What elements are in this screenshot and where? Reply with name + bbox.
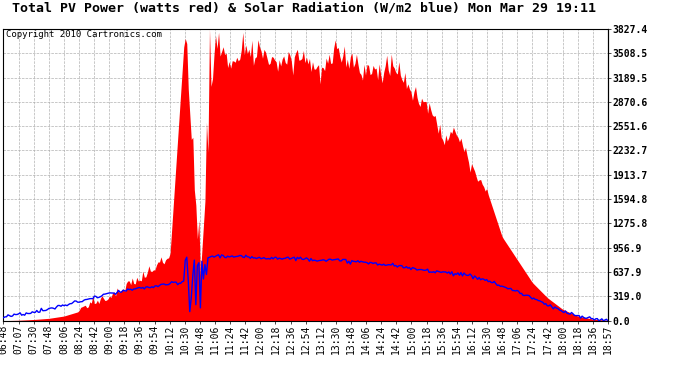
Text: Copyright 2010 Cartronics.com: Copyright 2010 Cartronics.com — [6, 30, 162, 39]
Text: Total PV Power (watts red) & Solar Radiation (W/m2 blue) Mon Mar 29 19:11: Total PV Power (watts red) & Solar Radia… — [12, 2, 595, 15]
